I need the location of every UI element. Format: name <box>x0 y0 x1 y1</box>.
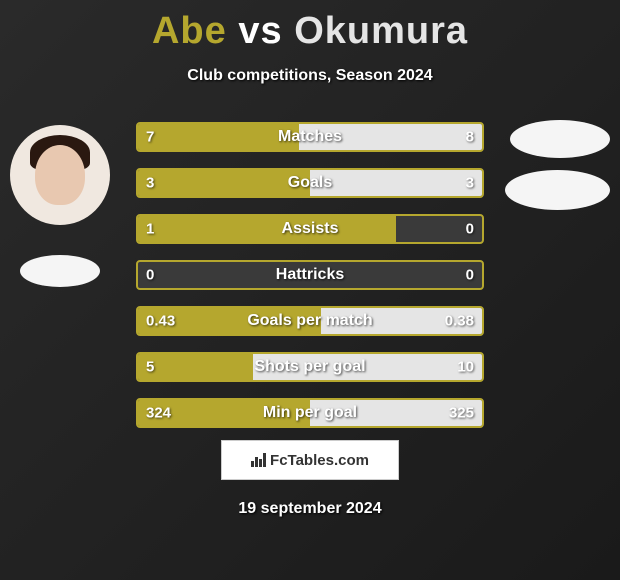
vs-text: vs <box>238 10 282 52</box>
stat-bar-left <box>138 354 253 380</box>
stat-value-right: 10 <box>457 359 474 376</box>
stat-value-left: 0 <box>146 267 154 284</box>
player2-club-badge <box>505 170 610 210</box>
stat-row: 3 3 Goals <box>136 168 484 198</box>
stat-label: Goals <box>288 174 332 192</box>
player1-name: Abe <box>152 10 227 52</box>
footer-date: 19 september 2024 <box>238 500 381 518</box>
player2-avatar <box>510 120 610 158</box>
stat-label: Assists <box>282 220 339 238</box>
stat-value-right: 325 <box>449 405 474 422</box>
stat-row: 5 10 Shots per goal <box>136 352 484 382</box>
fctables-logo[interactable]: FcTables.com <box>221 440 399 480</box>
stat-label: Goals per match <box>247 312 372 330</box>
stat-value-left: 324 <box>146 405 171 422</box>
player1-avatar <box>10 125 110 225</box>
stat-row: 0 0 Hattricks <box>136 260 484 290</box>
player1-club-badge <box>20 255 100 287</box>
stat-value-right: 0.38 <box>445 313 474 330</box>
stats-container: 78Matches33Goals10Assists00Hattricks0.43… <box>136 122 484 444</box>
stat-value-left: 1 <box>146 221 154 238</box>
stat-label: Min per goal <box>263 404 357 422</box>
stat-value-right: 0 <box>466 221 474 238</box>
stat-label: Hattricks <box>276 266 344 284</box>
stat-bar-left <box>138 170 310 196</box>
stat-row: 7 8 Matches <box>136 122 484 152</box>
stat-value-left: 5 <box>146 359 154 376</box>
stat-row: 1 0 Assists <box>136 214 484 244</box>
stat-value-left: 0.43 <box>146 313 175 330</box>
player2-name: Okumura <box>294 10 468 52</box>
stat-value-right: 3 <box>466 175 474 192</box>
logo-text: FcTables.com <box>270 452 369 469</box>
stat-label: Shots per goal <box>254 358 365 376</box>
comparison-title: Abe vs Okumura <box>0 0 620 53</box>
subtitle: Club competitions, Season 2024 <box>0 67 620 85</box>
stat-value-left: 7 <box>146 129 154 146</box>
stat-bar-right <box>310 170 482 196</box>
stat-bar-left <box>138 216 396 242</box>
stat-label: Matches <box>278 128 342 146</box>
stat-value-left: 3 <box>146 175 154 192</box>
stat-row: 0.43 0.38 Goals per match <box>136 306 484 336</box>
stat-row: 324 325 Min per goal <box>136 398 484 428</box>
chart-icon <box>251 453 266 467</box>
stat-value-right: 8 <box>466 129 474 146</box>
stat-value-right: 0 <box>466 267 474 284</box>
stat-bar-left <box>138 124 299 150</box>
